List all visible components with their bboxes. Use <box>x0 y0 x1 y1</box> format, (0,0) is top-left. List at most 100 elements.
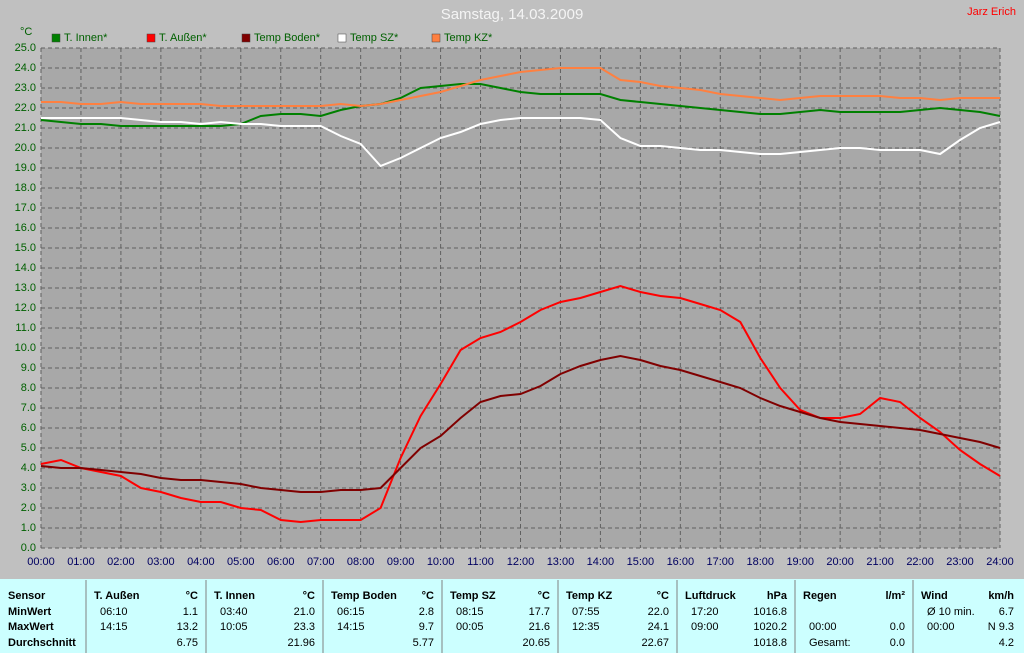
x-tick-label: 01:00 <box>67 556 95 568</box>
y-tick-label: 22.0 <box>15 102 36 114</box>
x-tick-label: 18:00 <box>746 556 774 568</box>
lines <box>40 67 1001 524</box>
y-tick-label: 1.0 <box>21 522 36 534</box>
cell-value: 21.96 <box>287 637 315 649</box>
cell-value: 9.7 <box>419 621 434 633</box>
legend-label: T. Außen* <box>159 32 207 44</box>
x-tick-label: 08:00 <box>347 556 375 568</box>
y-tick-label: 19.0 <box>15 162 36 174</box>
cell-value: 2.8 <box>419 606 434 618</box>
x-tick-label: 09:00 <box>387 556 415 568</box>
cell-value: 6.7 <box>999 606 1014 618</box>
x-tick-label: 22:00 <box>906 556 934 568</box>
cell-value: 0.0 <box>890 621 905 633</box>
cell-value: 23.3 <box>294 621 315 633</box>
column-name: T. Innen <box>214 590 255 602</box>
column-name: Temp Boden <box>331 590 397 602</box>
author: Jarz Erich <box>967 6 1016 18</box>
y-tick-label: 4.0 <box>21 462 36 474</box>
cell-value: 17.7 <box>529 606 550 618</box>
x-tick-label: 17:00 <box>707 556 735 568</box>
column-unit: °C <box>538 590 550 602</box>
y-tick-label: 3.0 <box>21 482 36 494</box>
x-tick-label: 24:00 <box>986 556 1014 568</box>
cell-time: 07:55 <box>572 606 600 618</box>
cell-time: 06:15 <box>337 606 365 618</box>
series-line <box>41 67 1000 108</box>
x-tick-label: 16:00 <box>667 556 695 568</box>
x-tick-label: 04:00 <box>187 556 215 568</box>
column-name: Wind <box>921 590 948 602</box>
cell-value: 1020.2 <box>753 621 787 633</box>
x-tick-label: 13:00 <box>547 556 575 568</box>
cell-time: Gesamt: <box>809 637 851 649</box>
x-tick-label: 03:00 <box>147 556 175 568</box>
column-name: Temp SZ <box>450 590 496 602</box>
cell-value: 13.2 <box>177 621 198 633</box>
cell-time: 09:00 <box>691 621 719 633</box>
y-tick-label: 12.0 <box>15 302 36 314</box>
grid: 0.0 1.0 2.0 3.0 4.0 5.0 6.0 7.0 8.0 9.0 10.0 11.0 12… <box>15 42 1014 568</box>
summary-table: Sensor T. Außen °C T. Innen °C Temp Boden °C Te… <box>8 580 1014 653</box>
x-tick-label: 23:00 <box>946 556 974 568</box>
x-tick-label: 14:00 <box>587 556 615 568</box>
cell-value: 1018.8 <box>753 637 787 649</box>
y-tick-label: 14.0 <box>15 262 36 274</box>
x-tick-label: 05:00 <box>227 556 255 568</box>
column-unit: °C <box>422 590 434 602</box>
legend-swatch <box>431 33 441 43</box>
column-unit: hPa <box>767 590 788 602</box>
column-unit: km/h <box>988 590 1014 602</box>
y-tick-label: 21.0 <box>15 122 36 134</box>
x-tick-label: 06:00 <box>267 556 295 568</box>
cell-time: 14:15 <box>337 621 365 633</box>
y-tick-label: 13.0 <box>15 282 36 294</box>
x-tick-label: 15:00 <box>627 556 655 568</box>
y-tick-label: 7.0 <box>21 402 36 414</box>
cell-time: 10:05 <box>220 621 248 633</box>
column-unit: °C <box>303 590 315 602</box>
series-line <box>41 117 1001 168</box>
y-tick-label: 15.0 <box>15 242 36 254</box>
legend-swatch <box>51 33 61 43</box>
cell-time: 06:10 <box>100 606 128 618</box>
legend-swatch <box>337 33 347 43</box>
legend-label: Temp SZ* <box>350 32 399 44</box>
x-tick-label: 19:00 <box>786 556 814 568</box>
column-name: Luftdruck <box>685 590 737 602</box>
y-tick-label: 23.0 <box>15 82 36 94</box>
x-tick-label: 02:00 <box>107 556 135 568</box>
column-name: T. Außen <box>94 590 140 602</box>
cell-time: 08:15 <box>456 606 484 618</box>
cell-value: 0.0 <box>890 637 905 649</box>
x-tick-label: 12:00 <box>507 556 535 568</box>
column-unit: °C <box>657 590 669 602</box>
cell-value: 21.0 <box>294 606 315 618</box>
cell-value: 24.1 <box>648 621 669 633</box>
cell-time: 12:35 <box>572 621 600 633</box>
y-tick-label: 2.0 <box>21 502 36 514</box>
y-tick-label: 5.0 <box>21 442 36 454</box>
y-tick-label: 10.0 <box>15 342 36 354</box>
x-tick-label: 07:00 <box>307 556 335 568</box>
cell-time: Ø 10 min. <box>927 606 975 618</box>
y-tick-label: 18.0 <box>15 182 36 194</box>
row-label: MinWert <box>8 606 52 618</box>
column-unit: °C <box>186 590 198 602</box>
x-tick-label: 20:00 <box>826 556 854 568</box>
row-label: Durchschnitt <box>8 637 76 649</box>
column-unit: l/m² <box>885 590 905 602</box>
legend-label: Temp KZ* <box>444 32 493 44</box>
y-tick-label: 20.0 <box>15 142 36 154</box>
cell-value: 6.75 <box>177 637 198 649</box>
legend-swatch <box>241 33 251 43</box>
series-line <box>40 284 1001 524</box>
y-tick-label: 9.0 <box>21 362 36 374</box>
cell-value: N 9.3 <box>988 621 1014 633</box>
y-tick-label: 25.0 <box>15 42 36 54</box>
table-header: Sensor <box>8 590 46 602</box>
y-tick-label: 0.0 <box>21 542 36 554</box>
table-background <box>0 579 1024 653</box>
